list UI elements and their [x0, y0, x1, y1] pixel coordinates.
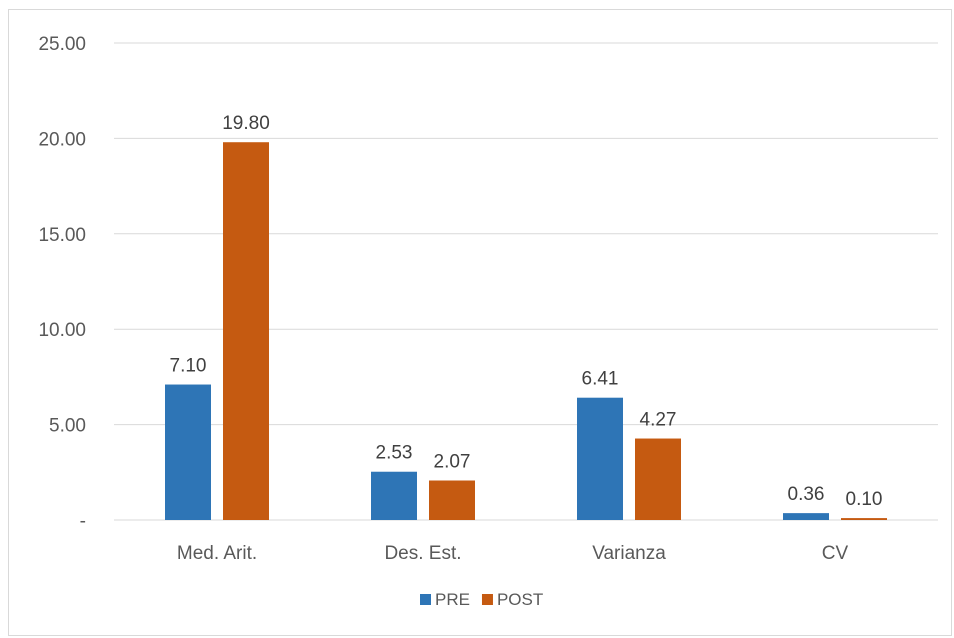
category-labels: Med. Arit. Des. Est. Varianza CV [177, 543, 849, 564]
bar-post [841, 518, 887, 520]
data-label: 4.27 [640, 410, 677, 431]
legend-label: PRE [435, 590, 470, 609]
category-label: Des. Est. [384, 543, 461, 564]
y-tick-label: - [80, 511, 86, 532]
y-tick-label: 25.00 [38, 34, 86, 55]
chart-frame [8, 9, 952, 636]
category-label: Med. Arit. [177, 543, 257, 564]
bars [165, 142, 887, 520]
y-tick-label: 20.00 [38, 129, 86, 150]
bar-pre [577, 397, 623, 520]
y-axis-tick-labels: - 5.00 10.00 15.00 20.00 25.00 [38, 34, 86, 532]
category-label: Varianza [592, 543, 666, 564]
bar-pre [783, 513, 829, 520]
data-label: 19.80 [222, 113, 270, 134]
legend-label: POST [497, 590, 543, 609]
legend-swatch-pre [420, 594, 431, 605]
data-label: 7.10 [170, 356, 207, 377]
category-label: CV [822, 543, 849, 564]
bar-post [223, 142, 269, 520]
data-label: 0.10 [846, 489, 883, 510]
bar-post [429, 480, 475, 520]
y-tick-label: 5.00 [49, 416, 86, 437]
data-label: 2.07 [434, 452, 471, 473]
bar-pre [371, 471, 417, 520]
legend-swatch-post [481, 594, 493, 605]
y-tick-label: 10.00 [38, 320, 86, 341]
data-labels: 7.10 19.80 2.53 2.07 6.41 4.27 0.36 0.10 [170, 113, 883, 510]
bar-pre [165, 384, 211, 520]
bar-post [635, 438, 681, 520]
data-label: 0.36 [788, 484, 825, 505]
legend: PRE POST [420, 590, 543, 609]
data-label: 6.41 [582, 369, 619, 390]
data-label: 2.53 [376, 443, 413, 464]
y-tick-label: 15.00 [38, 225, 86, 246]
